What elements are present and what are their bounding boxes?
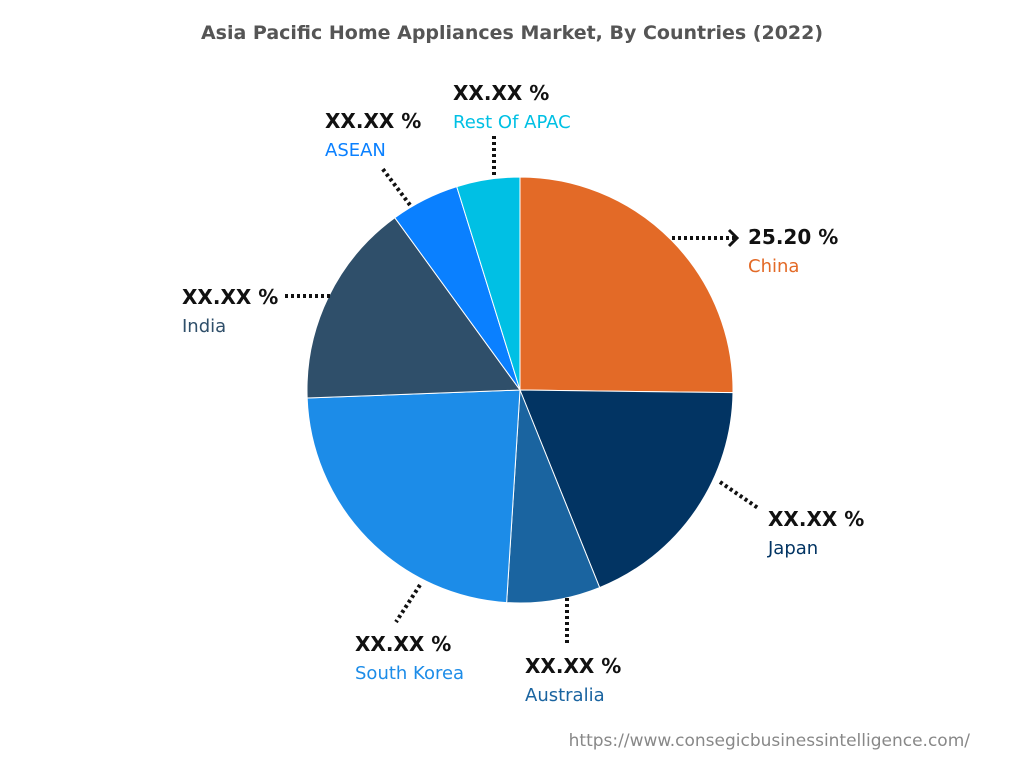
- chart-title: Asia Pacific Home Appliances Market, By …: [200, 22, 824, 44]
- source-url[interactable]: https://www.consegicbusinessintelligence…: [568, 731, 970, 751]
- data-label: XX.XX %: [768, 507, 864, 531]
- data-label: XX.XX %: [525, 654, 621, 678]
- leader-line: [394, 583, 422, 624]
- legend-label: ASEAN: [325, 140, 386, 161]
- leader-line: [718, 480, 760, 510]
- pie-slice-japan: [519, 389, 734, 589]
- legend-label: Australia: [525, 685, 605, 706]
- pie-slice-china: [519, 176, 734, 394]
- pie-slice-south-korea: [306, 389, 521, 604]
- arrow-icon: [727, 228, 740, 248]
- data-label: XX.XX %: [182, 285, 278, 309]
- data-label: XX.XX %: [325, 109, 421, 133]
- legend-label: Rest Of APAC: [453, 112, 571, 133]
- pie-slice-rest-of-apac: [456, 176, 521, 391]
- data-label: XX.XX %: [453, 81, 549, 105]
- leader-line: [380, 166, 412, 207]
- legend-label: Japan: [767, 538, 818, 559]
- legend-label: India: [182, 316, 226, 337]
- legend-label: South Korea: [355, 663, 464, 684]
- data-label: 25.20 %: [748, 225, 838, 249]
- data-label: XX.XX %: [355, 632, 451, 656]
- legend-label: China: [748, 256, 799, 277]
